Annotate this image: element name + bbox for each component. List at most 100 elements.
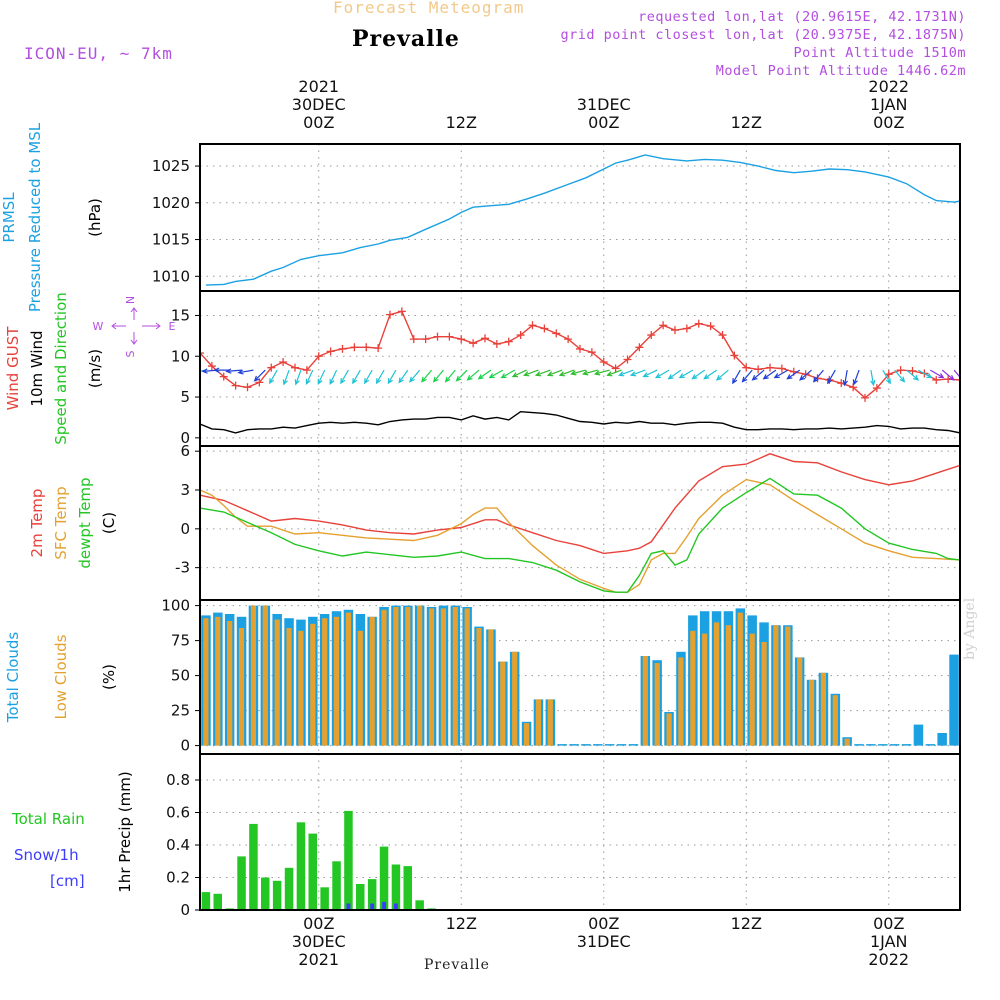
gust-point-marker xyxy=(397,307,406,316)
wind-direction-arrow xyxy=(570,369,587,376)
total-cloud-bar xyxy=(878,744,888,746)
snow-bar xyxy=(382,901,386,910)
low-cloud-bar xyxy=(654,663,660,746)
total-cloud-bar xyxy=(889,744,900,746)
precip-unit-label: 1hr Precip (mm) xyxy=(116,771,134,892)
rain-bar xyxy=(237,856,246,910)
gust-point-marker xyxy=(576,344,584,353)
bottom-time-tick-label: 1JAN xyxy=(870,932,908,951)
top-time-tick-label: 00Z xyxy=(873,113,904,132)
low-cloud-bar xyxy=(737,612,743,746)
y-tick-label: 0 xyxy=(180,520,190,538)
wind-direction-arrow xyxy=(534,369,551,377)
wind-direction-arrow xyxy=(930,369,945,379)
low-cloud-bar xyxy=(369,616,375,746)
low-cloud-bar xyxy=(535,699,541,746)
rain-bar xyxy=(284,867,294,910)
compass-east-label: E xyxy=(169,320,176,333)
gust-point-marker xyxy=(409,335,418,344)
low-cloud-bar xyxy=(666,713,672,746)
bottom-time-tick-label: 31DEC xyxy=(577,932,631,951)
total-cloud-bar xyxy=(913,724,924,746)
precip-frame xyxy=(199,753,961,911)
wind-direction-arrow xyxy=(340,369,349,385)
temperature-series-line xyxy=(200,477,960,593)
low-cloud-bar xyxy=(464,608,470,746)
gust-point-marker xyxy=(267,363,276,372)
wind-direction-arrow xyxy=(842,369,848,387)
y-tick-label: 0 xyxy=(180,429,190,447)
gust-point-marker xyxy=(801,370,810,379)
pressure-unit-label: (hPa) xyxy=(86,198,104,237)
total-cloud-bar xyxy=(901,744,912,746)
total-cloud-bar xyxy=(866,744,876,746)
snow-bar xyxy=(370,903,375,910)
wind-direction-arrow xyxy=(852,369,860,386)
rain-bar xyxy=(379,846,389,910)
gust-point-marker xyxy=(742,363,751,372)
gust-point-marker xyxy=(231,381,240,390)
gust-point-marker xyxy=(243,383,252,392)
low-cloud-bar xyxy=(250,605,256,746)
low-cloud-bar xyxy=(690,630,696,746)
wind-direction-arrow xyxy=(732,369,741,385)
rain-bar xyxy=(308,833,317,910)
y-tick-label: 0 xyxy=(180,737,190,755)
wind-direction-arrow xyxy=(387,369,397,385)
top-time-tick-label: 30DEC xyxy=(292,95,346,114)
gust-point-marker xyxy=(766,363,774,372)
pressure-series-line xyxy=(205,154,960,286)
y-tick-label: 100 xyxy=(161,597,190,615)
wind-direction-arrow xyxy=(918,369,933,379)
rain-bar xyxy=(356,884,365,910)
low-cloud-bar xyxy=(749,633,755,746)
y-tick-label: 0.6 xyxy=(166,804,190,822)
gust-point-marker xyxy=(338,344,347,353)
low-cloud-bar xyxy=(642,656,648,746)
gust-point-marker xyxy=(362,343,371,352)
temperature-series-line xyxy=(200,453,960,555)
wind-direction-arrow xyxy=(523,369,539,377)
rain-bar xyxy=(403,866,412,910)
wind-direction-arrow xyxy=(364,369,373,385)
gust-point-marker xyxy=(200,349,204,357)
model-label: ICON-EU, ~ 7km xyxy=(24,44,173,63)
temperature-side-label: 2m Temp xyxy=(28,489,46,558)
total-cloud-bar xyxy=(628,744,639,746)
snow-bar xyxy=(394,903,398,910)
low-cloud-bar xyxy=(512,651,518,746)
footer-location: Prevalle xyxy=(424,957,490,973)
gust-point-marker xyxy=(754,365,763,374)
wind-direction-arrow xyxy=(629,369,646,377)
total-cloud-bar xyxy=(937,733,947,746)
low-cloud-bar xyxy=(452,607,458,746)
low-cloud-bar xyxy=(761,642,767,746)
location-title: Prevalle xyxy=(352,26,460,52)
wind-direction-arrow xyxy=(225,368,242,374)
low-cloud-bar xyxy=(310,623,316,746)
low-cloud-bar xyxy=(785,626,791,746)
low-cloud-bar xyxy=(357,630,363,746)
wind-direction-arrow xyxy=(667,369,682,380)
low-cloud-bar xyxy=(322,618,328,746)
gust-point-marker xyxy=(552,329,561,338)
gust-point-marker xyxy=(671,326,679,335)
gust-point-marker xyxy=(457,335,466,344)
gust-point-marker xyxy=(587,348,596,357)
precip-legend-label: Snow/1h xyxy=(14,846,79,864)
low-cloud-bar xyxy=(286,628,292,746)
wind-direction-arrow xyxy=(906,369,920,381)
top-time-tick-label: 00Z xyxy=(588,113,619,132)
wind-direction-arrow xyxy=(488,369,504,379)
wind-direction-arrow xyxy=(799,369,812,381)
gust-point-marker xyxy=(777,364,786,373)
low-cloud-bar xyxy=(215,616,221,746)
wind-direction-arrow xyxy=(642,369,658,378)
time-axis-labels: 202130DEC00Z12Z31DEC00Z12Z20221JAN00Z12Z… xyxy=(292,77,909,969)
low-cloud-bar xyxy=(844,738,850,746)
low-cloud-bar xyxy=(203,618,209,746)
y-tick-label: 0 xyxy=(180,901,190,919)
rain-bar xyxy=(367,879,377,910)
wind-side-label: Speed and Direction xyxy=(52,292,70,445)
pressure-side-label: PRMSL xyxy=(0,192,18,243)
